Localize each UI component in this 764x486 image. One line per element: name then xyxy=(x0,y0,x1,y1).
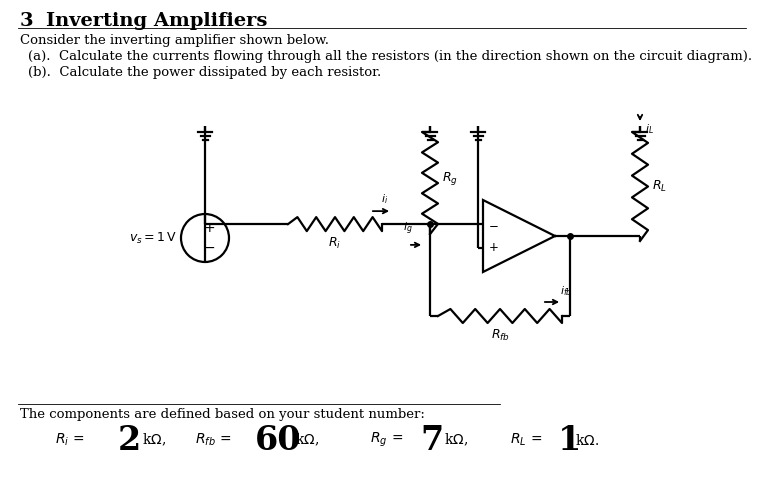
Text: $R_i$: $R_i$ xyxy=(329,236,342,251)
Text: (b).  Calculate the power dissipated by each resistor.: (b). Calculate the power dissipated by e… xyxy=(28,66,381,79)
Text: $R_g$: $R_g$ xyxy=(442,170,458,187)
Text: Inverting Amplifiers: Inverting Amplifiers xyxy=(46,12,267,30)
Text: $i_L$: $i_L$ xyxy=(645,122,654,136)
Text: $i_g$: $i_g$ xyxy=(403,221,413,237)
Text: $v_s = 1\,\mathrm{V}$: $v_s = 1\,\mathrm{V}$ xyxy=(129,230,177,245)
Text: $+$: $+$ xyxy=(487,242,498,254)
Text: $i_{fb}$: $i_{fb}$ xyxy=(560,284,572,298)
Text: k$\Omega$.: k$\Omega$. xyxy=(575,433,599,448)
Text: $R_i\,=$: $R_i\,=$ xyxy=(55,432,85,448)
Text: +: + xyxy=(203,221,215,235)
Text: k$\Omega$,: k$\Omega$, xyxy=(142,432,166,448)
Text: 1: 1 xyxy=(558,423,581,456)
Text: $R_L\,=$: $R_L\,=$ xyxy=(510,432,542,448)
Text: $-$: $-$ xyxy=(487,218,498,231)
Text: $R_g\,=$: $R_g\,=$ xyxy=(370,431,403,449)
Text: $i_i$: $i_i$ xyxy=(381,192,389,206)
Text: $R_{fb}\,=$: $R_{fb}\,=$ xyxy=(195,432,231,448)
Text: (a).  Calculate the currents flowing through all the resistors (in the direction: (a). Calculate the currents flowing thro… xyxy=(28,50,752,63)
Text: k$\Omega$,: k$\Omega$, xyxy=(295,432,319,448)
Text: $R_{fb}$: $R_{fb}$ xyxy=(490,328,510,343)
Text: −: − xyxy=(203,241,215,255)
Text: 3: 3 xyxy=(20,12,34,30)
Text: Consider the inverting amplifier shown below.: Consider the inverting amplifier shown b… xyxy=(20,34,329,47)
Text: $R_L$: $R_L$ xyxy=(652,179,667,194)
Text: 7: 7 xyxy=(420,423,443,456)
Text: k$\Omega$,: k$\Omega$, xyxy=(444,432,468,448)
Text: The components are defined based on your student number:: The components are defined based on your… xyxy=(20,408,425,421)
Text: 60: 60 xyxy=(255,423,302,456)
Text: 2: 2 xyxy=(118,423,141,456)
